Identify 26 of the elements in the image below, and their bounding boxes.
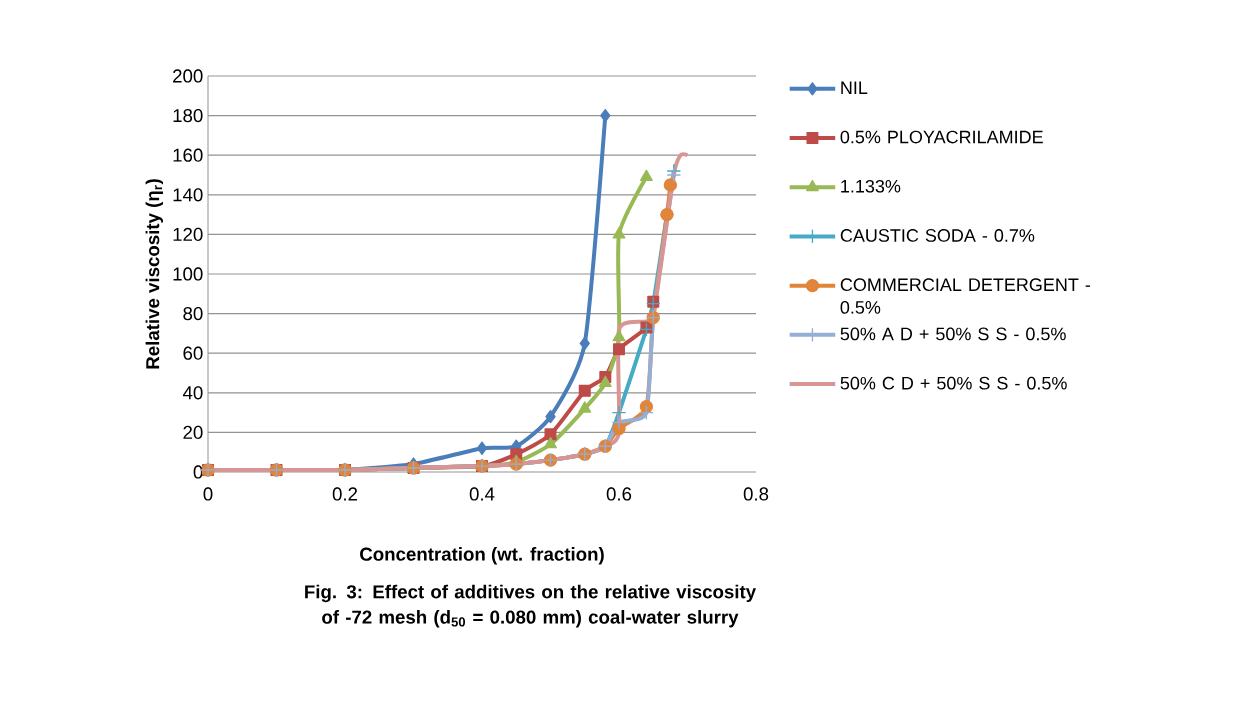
legend-label: COMMERCIAL DETERGENT - 0.5% [840,278,1091,314]
y-tick-label: 60 [183,346,203,360]
legend-label: 50% C D + 50% S S - 0.5% [840,376,1067,390]
x-tick-label: 0.2 [332,487,358,501]
x-tick-label: 0 [203,487,213,501]
legend-label: 0.5% PLOYACRILAMIDE [840,130,1043,144]
x-tick-label: 0.6 [606,487,632,501]
y-tick-label: 0 [193,465,203,479]
legend-label: 1.133% [841,179,901,193]
y-tick-label: 200 [173,69,203,83]
y-tick-label: 100 [173,267,203,281]
y-tick-label: 180 [173,108,203,123]
text: Fig. 3: Effect of additives on the relative viscosity of -72 mesh (d$_{50}$ = 0.080 mm) coal-water slurry [305,584,757,628]
legend-label: 50% A D + 50% S S - 0.5% [840,327,1066,341]
x-axis-title: Concentration (wt. fraction) [360,547,604,565]
legend-label: NIL [841,81,868,94]
y-axis-title: Relative viscosity (η$_{r}$) [145,179,163,369]
y-tick-label: 40 [182,386,203,400]
y-tick-label: 120 [173,227,203,241]
x-tick-label: 0.4 [469,487,495,501]
legend-label: CAUSTIC SODA - 0.7% [840,229,1035,242]
y-tick-label: 80 [183,306,203,321]
y-tick-label: 140 [173,188,203,202]
y-tick-label: 20 [183,425,203,439]
x-tick-label: 0.8 [743,487,769,501]
y-tick-label: 160 [173,148,203,162]
